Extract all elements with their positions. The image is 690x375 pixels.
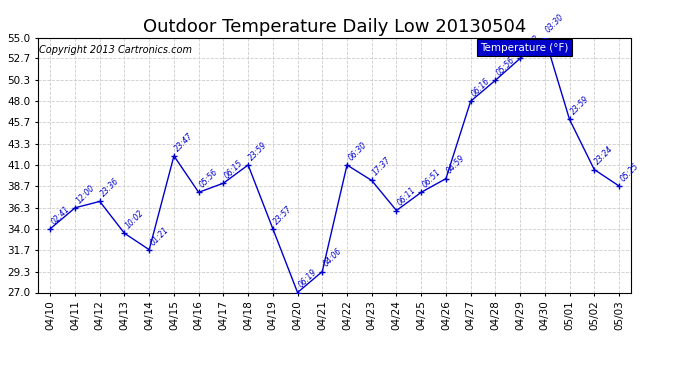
Text: 23:59: 23:59 <box>569 95 591 117</box>
Text: 23:57: 23:57 <box>272 204 294 226</box>
Text: 03:22: 03:22 <box>520 34 542 56</box>
Text: 06:30: 06:30 <box>346 140 368 162</box>
Text: Temperature (°F): Temperature (°F) <box>480 43 569 52</box>
Text: 17:37: 17:37 <box>371 156 393 178</box>
Text: 03:30: 03:30 <box>544 13 566 35</box>
Text: 05:25: 05:25 <box>618 161 640 183</box>
Text: Copyright 2013 Cartronics.com: Copyright 2013 Cartronics.com <box>39 45 192 55</box>
Text: 12:00: 12:00 <box>75 183 97 205</box>
Text: 06:19: 06:19 <box>297 268 319 290</box>
Text: 01:21: 01:21 <box>148 225 170 247</box>
Text: 06:51: 06:51 <box>420 168 442 190</box>
Text: 23:47: 23:47 <box>173 131 195 153</box>
Text: 04:59: 04:59 <box>445 154 467 176</box>
Text: 05:56: 05:56 <box>198 168 220 190</box>
Text: 04:06: 04:06 <box>322 247 344 269</box>
Text: 06:15: 06:15 <box>223 159 245 180</box>
Text: 10:02: 10:02 <box>124 209 146 231</box>
Text: 06:16: 06:16 <box>470 76 492 99</box>
Title: Outdoor Temperature Daily Low 20130504: Outdoor Temperature Daily Low 20130504 <box>143 18 526 36</box>
Text: 23:24: 23:24 <box>593 145 615 167</box>
Text: 23:36: 23:36 <box>99 177 121 199</box>
Text: 06:11: 06:11 <box>395 186 417 208</box>
Text: 05:56: 05:56 <box>495 56 517 78</box>
Text: 02:41: 02:41 <box>50 204 72 226</box>
Text: 23:59: 23:59 <box>247 140 269 162</box>
